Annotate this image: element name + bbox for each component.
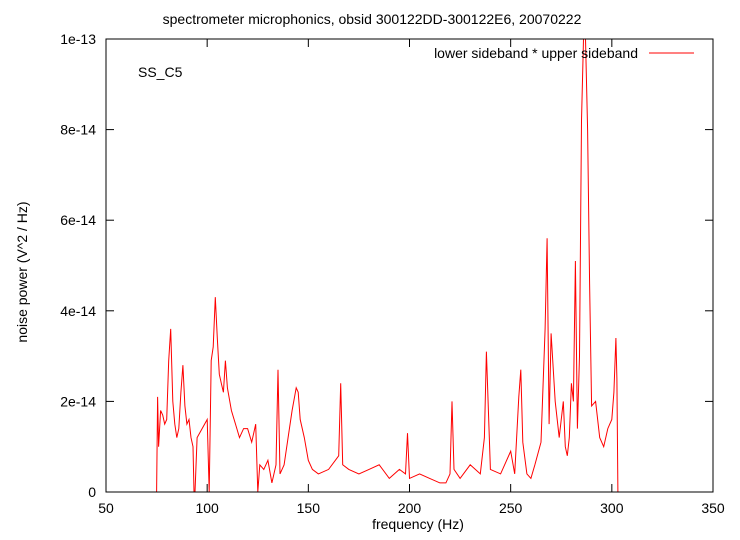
chart-title: spectrometer microphonics, obsid 300122D… xyxy=(163,11,582,27)
legend: lower sideband * upper sideband xyxy=(434,45,694,61)
y-tick-label: 8e-14 xyxy=(60,122,96,138)
y-tick-label: 6e-14 xyxy=(60,212,96,228)
tick-marks xyxy=(105,38,714,493)
y-tick-label: 2e-14 xyxy=(60,393,96,409)
y-tick-label: 1e-13 xyxy=(60,31,96,47)
x-axis-label: frequency (Hz) xyxy=(372,516,464,532)
y-tick-label: 0 xyxy=(88,484,96,500)
plot-frame xyxy=(105,38,714,493)
x-tick-label: 300 xyxy=(600,500,624,516)
legend-label: lower sideband * upper sideband xyxy=(434,45,638,61)
y-tick-label: 4e-14 xyxy=(60,303,96,319)
x-tick-label: 100 xyxy=(195,500,219,516)
plot-annotation: SS_C5 xyxy=(138,64,183,80)
x-tick-label: 200 xyxy=(398,500,422,516)
x-tick-label: 350 xyxy=(701,500,725,516)
x-tick-label: 50 xyxy=(98,500,114,516)
x-tick-label: 150 xyxy=(297,500,321,516)
tick-labels: 50 100 150 200 250 300 350 0 2e-14 4e-14 6e-14 8e-1… xyxy=(60,31,725,516)
series-line-lsb-usb xyxy=(106,39,713,492)
y-axis-label: noise power (V^2 / Hz) xyxy=(14,201,30,342)
x-tick-label: 250 xyxy=(499,500,523,516)
